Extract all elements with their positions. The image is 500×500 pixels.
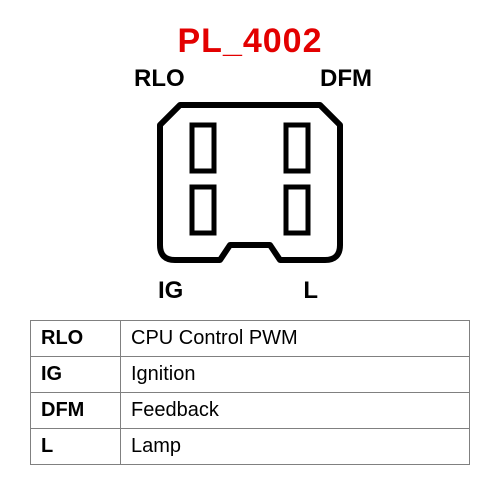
table-row: L Lamp: [31, 429, 470, 465]
legend-value: Feedback: [121, 393, 470, 429]
legend-key: RLO: [31, 321, 121, 357]
table-row: DFM Feedback: [31, 393, 470, 429]
legend-key: IG: [31, 357, 121, 393]
table-row: RLO CPU Control PWM: [31, 321, 470, 357]
table-row: IG Ignition: [31, 357, 470, 393]
pin-label-l: L: [303, 277, 318, 305]
pin-label-ig: IG: [158, 277, 183, 305]
part-title: PL_4002: [178, 22, 323, 61]
legend-value: Lamp: [121, 429, 470, 465]
legend-value: Ignition: [121, 357, 470, 393]
pin-legend-table: RLO CPU Control PWM IG Ignition DFM Feed…: [30, 320, 470, 465]
pin-label-dfm: DFM: [320, 65, 372, 93]
legend-key: L: [31, 429, 121, 465]
legend-key: DFM: [31, 393, 121, 429]
pin-label-rlo: RLO: [134, 65, 185, 93]
legend-value: CPU Control PWM: [121, 321, 470, 357]
connector-diagram: RLO DFM IG L: [120, 65, 380, 305]
connector-outline: [150, 95, 350, 275]
